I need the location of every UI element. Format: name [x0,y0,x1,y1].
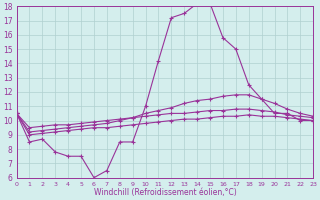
X-axis label: Windchill (Refroidissement éolien,°C): Windchill (Refroidissement éolien,°C) [93,188,236,197]
